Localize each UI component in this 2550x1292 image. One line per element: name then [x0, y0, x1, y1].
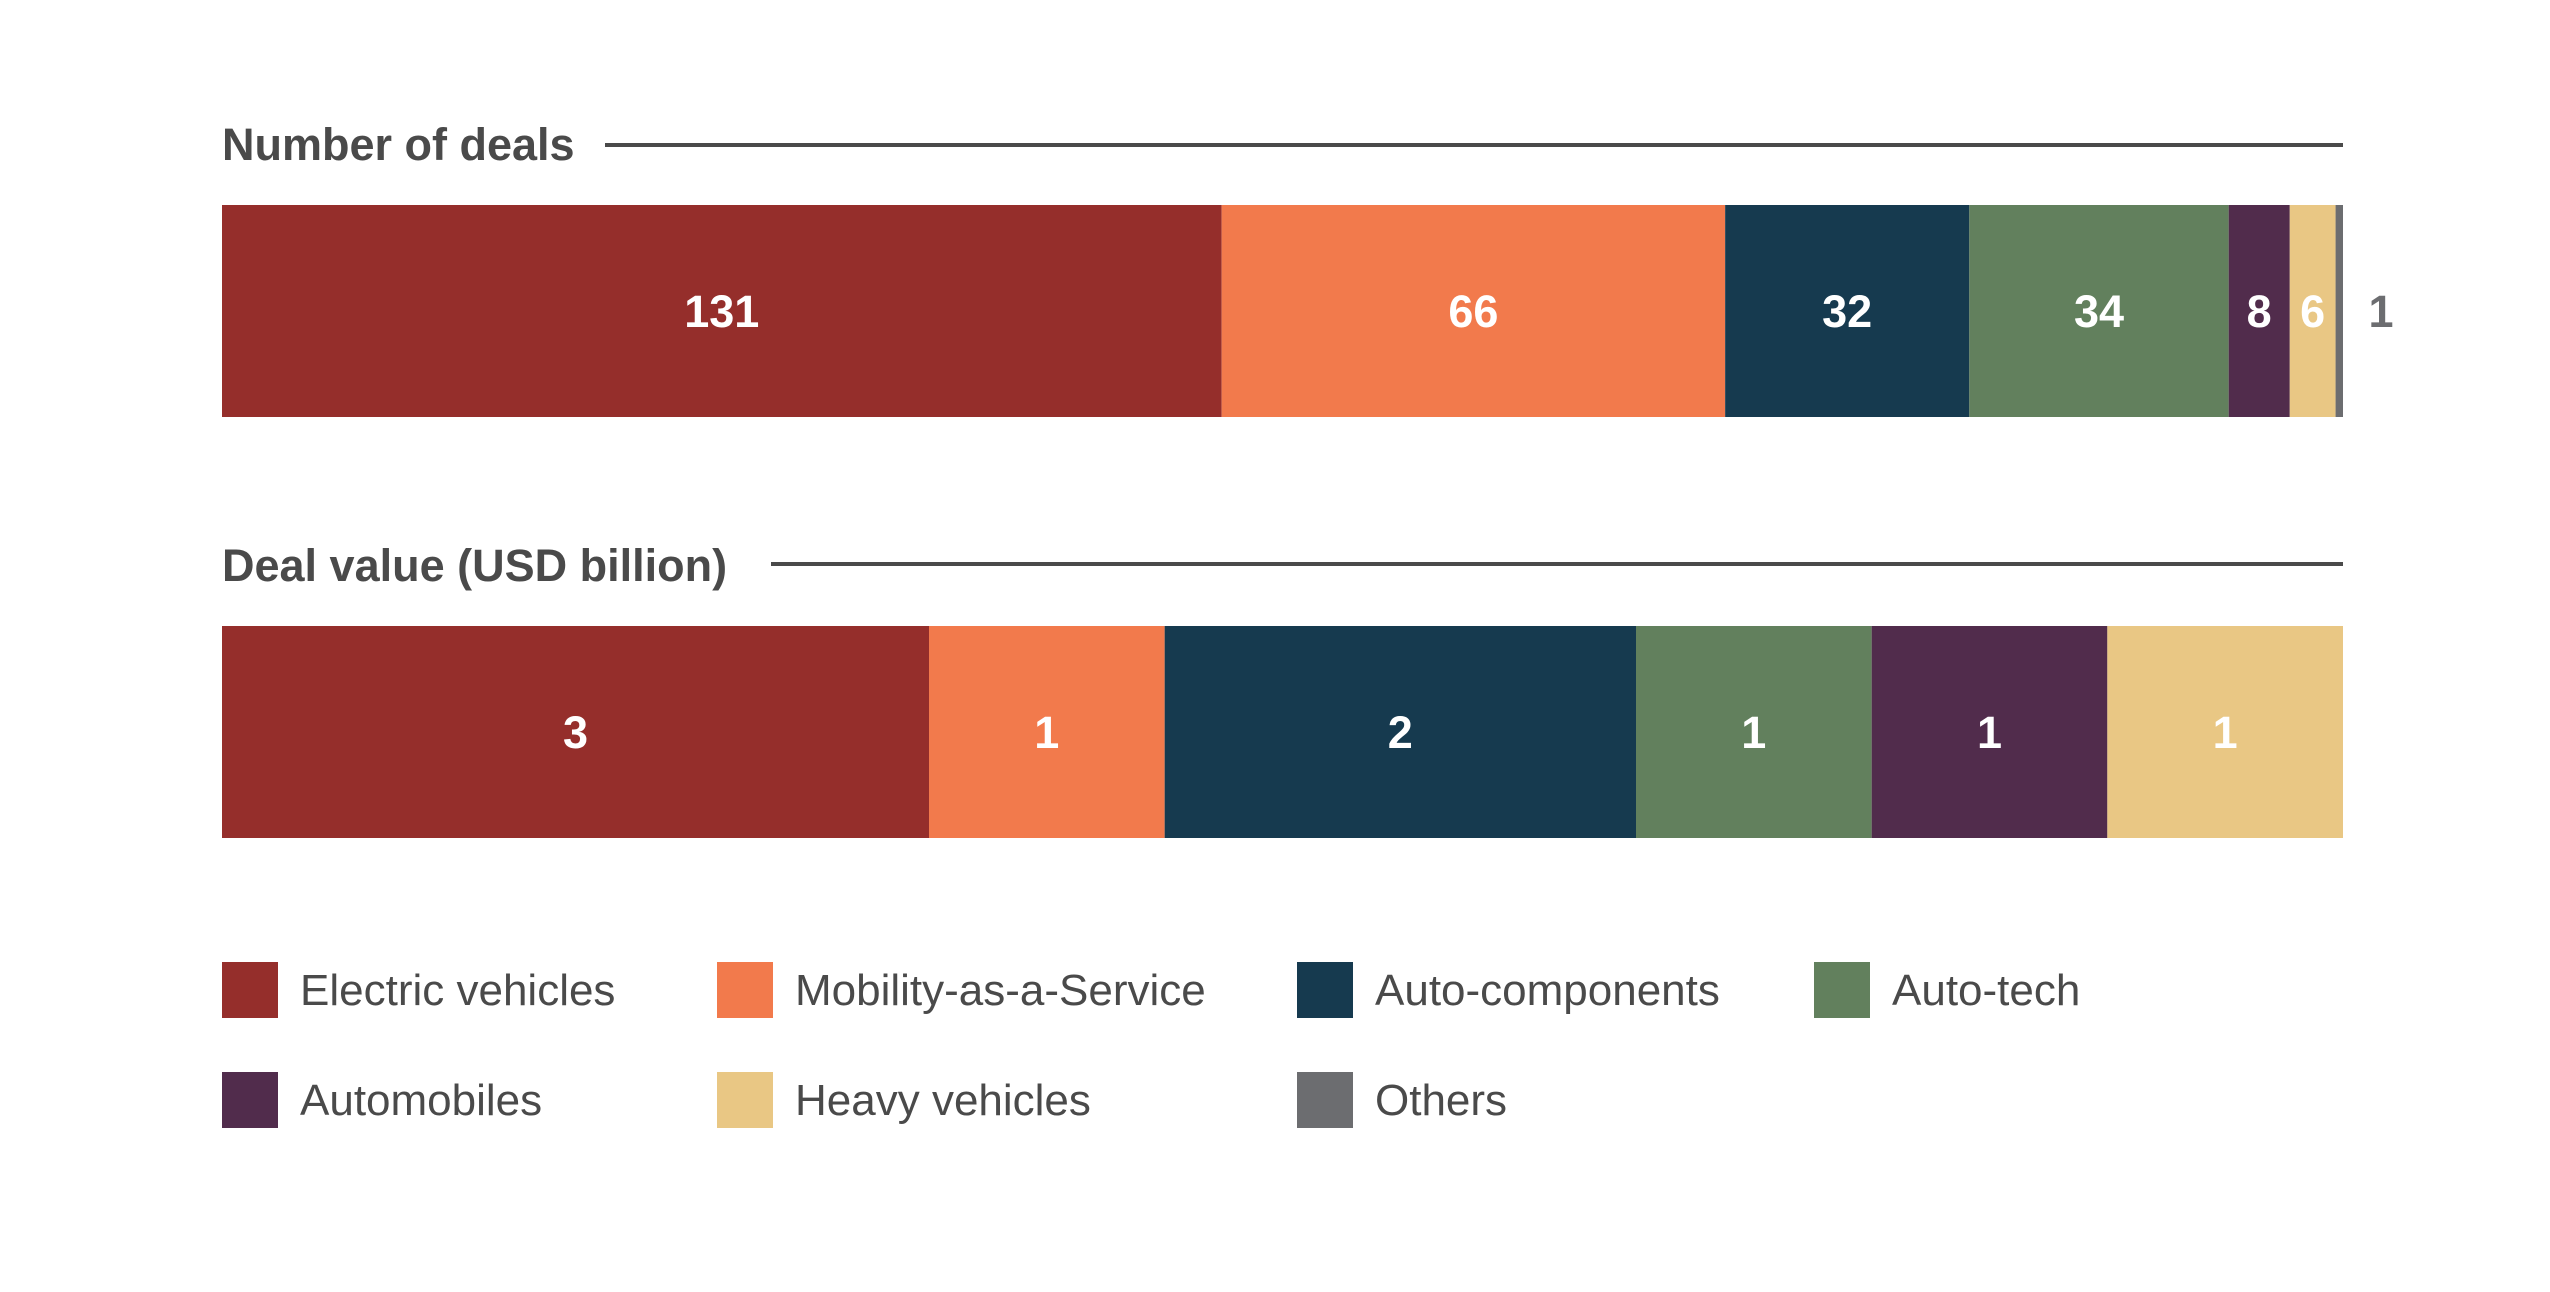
bar-segment-electric-vehicles [222, 626, 929, 838]
data-label-auto-components: 32 [1822, 286, 1872, 337]
bar-segment-others [2335, 205, 2343, 417]
data-label-auto-tech: 34 [2074, 286, 2124, 337]
stacked-bar-number-of-deals: 131 66 32 34 8 6 1 [222, 205, 2394, 417]
bar-segment-auto-components [1164, 626, 1636, 838]
data-label-heavy-vehicles: 6 [2300, 286, 2325, 337]
data-label-others: 1 [2368, 286, 2393, 337]
legend-swatch-automobiles [222, 1072, 278, 1128]
legend-label-others: Others [1375, 1076, 1507, 1125]
bar-segment-auto-tech [1969, 205, 2229, 417]
stacked-bar-deal-value: 3 1 2 1 1 1 [222, 626, 2343, 838]
legend-swatch-mobility-as-a-service [717, 962, 773, 1018]
data-label-heavy-vehicles: 1 [2213, 707, 2238, 758]
bar-segment-auto-components [1725, 205, 1970, 417]
bar-segment-heavy-vehicles [2289, 205, 2336, 417]
panel-title-number-of-deals: Number of deals [222, 119, 575, 170]
legend-label-automobiles: Automobiles [300, 1076, 542, 1125]
data-label-automobiles: 1 [1977, 707, 2002, 758]
legend-label-auto-components: Auto-components [1375, 966, 1720, 1015]
legend-label-electric-vehicles: Electric vehicles [300, 966, 615, 1015]
panel-number-of-deals: Number of deals 131 66 32 34 8 6 1 [222, 119, 2394, 417]
legend-label-auto-tech: Auto-tech [1892, 966, 2080, 1015]
legend-label-mobility-as-a-service: Mobility-as-a-Service [795, 966, 1206, 1015]
legend-swatch-others [1297, 1072, 1353, 1128]
data-label-electric-vehicles: 3 [563, 707, 588, 758]
legend-swatch-heavy-vehicles [717, 1072, 773, 1128]
panel-deal-value: Deal value (USD billion) 3 1 2 1 1 1 [222, 540, 2343, 838]
bar-segment-mobility-as-a-service [1221, 205, 1726, 417]
data-label-auto-components: 2 [1388, 707, 1413, 758]
bar-segment-auto-tech [1636, 626, 1872, 838]
legend: Electric vehicles Mobility-as-a-Service Au… [222, 962, 2080, 1128]
data-label-auto-tech: 1 [1741, 707, 1766, 758]
bar-segment-heavy-vehicles [2107, 626, 2343, 838]
legend-label-heavy-vehicles: Heavy vehicles [795, 1076, 1091, 1125]
bar-segment-automobiles [1871, 626, 2108, 838]
data-label-mobility-as-a-service: 1 [1034, 707, 1059, 758]
data-label-automobiles: 8 [2247, 286, 2272, 337]
panel-title-deal-value: Deal value (USD billion) [222, 540, 727, 591]
bar-segment-electric-vehicles [222, 205, 1222, 417]
legend-swatch-auto-components [1297, 962, 1353, 1018]
data-label-mobility-as-a-service: 66 [1448, 286, 1498, 337]
bar-segment-mobility-as-a-service [929, 626, 1165, 838]
legend-swatch-auto-tech [1814, 962, 1870, 1018]
data-label-electric-vehicles: 131 [684, 286, 759, 337]
legend-swatch-electric-vehicles [222, 962, 278, 1018]
bar-segment-automobiles [2228, 205, 2290, 417]
